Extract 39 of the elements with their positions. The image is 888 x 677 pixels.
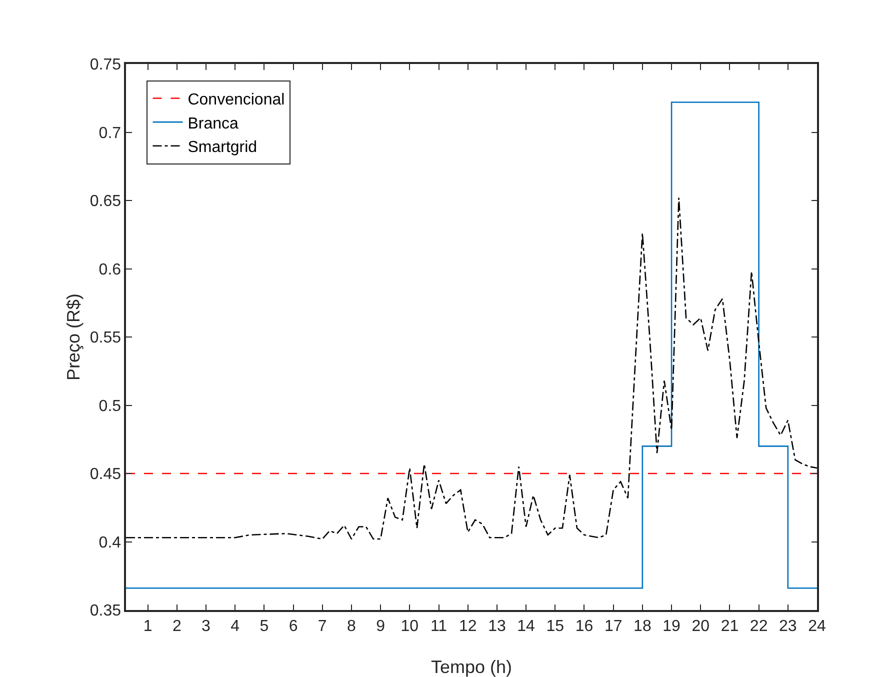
x-tick-label: 17 bbox=[604, 618, 622, 635]
y-tick-label: 0.6 bbox=[98, 261, 122, 278]
x-tick-label: 20 bbox=[692, 618, 710, 635]
x-tick-label: 19 bbox=[662, 618, 681, 635]
x-tick-label: 11 bbox=[430, 618, 448, 635]
x-tick-label: 14 bbox=[517, 618, 536, 635]
x-tick-label: 2 bbox=[172, 618, 182, 635]
y-axis-title: Preço (R$) bbox=[64, 293, 84, 381]
x-tick-label: 3 bbox=[202, 618, 211, 635]
x-tick-label: 8 bbox=[347, 618, 356, 635]
legend-label: Branca bbox=[188, 115, 239, 132]
legend-label: Smartgrid bbox=[188, 139, 258, 156]
y-tick-label: 0.5 bbox=[98, 398, 122, 415]
x-tick-label: 23 bbox=[779, 618, 797, 635]
x-tick-label: 16 bbox=[575, 618, 594, 635]
y-tick-label: 0.7 bbox=[98, 124, 122, 142]
x-tick-label: 22 bbox=[750, 618, 768, 635]
x-tick-label: 9 bbox=[376, 618, 386, 635]
y-tick-label: 0.45 bbox=[90, 466, 122, 484]
x-tick-label: 13 bbox=[488, 618, 506, 635]
x-tick-label: 7 bbox=[318, 618, 327, 635]
x-tick-label: 1 bbox=[143, 618, 152, 635]
legend-label: Convencional bbox=[188, 92, 285, 109]
y-tick-label: 0.35 bbox=[90, 602, 122, 620]
x-tick-label: 15 bbox=[546, 618, 564, 635]
x-tick-label: 18 bbox=[634, 618, 652, 635]
x-tick-label: 5 bbox=[260, 618, 269, 635]
y-tick-label: 0.4 bbox=[98, 534, 122, 552]
line-series bbox=[126, 197, 817, 540]
x-tick-label: 12 bbox=[458, 618, 477, 635]
x-axis-title: Tempo (h) bbox=[430, 657, 512, 677]
x-tick-label: 21 bbox=[720, 618, 739, 635]
x-tick-label: 24 bbox=[808, 618, 826, 635]
y-tick-label: 0.55 bbox=[90, 330, 122, 347]
y-tick-label: 0.65 bbox=[90, 193, 122, 210]
x-tick-label: 10 bbox=[400, 618, 419, 635]
x-tick-label: 6 bbox=[288, 618, 298, 635]
x-tick-label: 4 bbox=[230, 618, 240, 635]
y-tick-label: 0.75 bbox=[90, 56, 122, 74]
